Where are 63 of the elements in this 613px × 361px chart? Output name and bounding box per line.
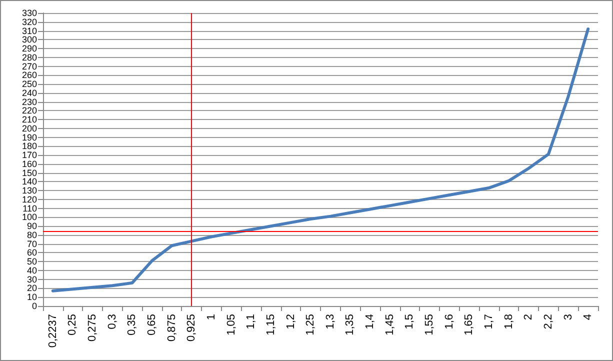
x-tick-label: 1,15 <box>264 314 277 336</box>
x-tick-label: 4 <box>582 314 594 320</box>
x-tick-label: 1,4 <box>364 314 376 330</box>
x-tick-label: 0,35 <box>126 314 138 336</box>
y-tick-label: 20 <box>26 283 37 294</box>
x-tick-label: 0,2237 <box>46 314 59 348</box>
y-tick-label: 280 <box>22 52 37 62</box>
y-tick-label: 30 <box>26 274 37 284</box>
y-tick-label: 190 <box>22 132 37 142</box>
x-tick-label: 1,2 <box>284 314 297 330</box>
y-tick-label: 80 <box>26 230 37 240</box>
x-tick-label: 1,8 <box>502 314 515 330</box>
x-tick-label: 0,275 <box>86 314 99 342</box>
y-tick-label: 10 <box>26 292 37 302</box>
x-tick-label: 1,65 <box>463 314 476 336</box>
y-tick-label: 250 <box>22 79 37 90</box>
y-tick-label: 150 <box>22 168 37 178</box>
y-tick-label: 60 <box>26 248 37 258</box>
x-tick-label: 0,25 <box>66 314 79 336</box>
x-tick-label: 1,7 <box>482 314 495 330</box>
x-tick-label: 1,1 <box>245 314 258 330</box>
x-tick-label: 1,25 <box>304 314 317 336</box>
y-tick-label: 230 <box>22 96 37 107</box>
x-tick-label: 0,3 <box>106 314 118 330</box>
x-tick-label: 1,35 <box>344 314 356 336</box>
y-tick-label: 50 <box>26 256 37 267</box>
y-tick-label: 240 <box>22 88 37 98</box>
x-tick-label: 0,875 <box>166 314 178 342</box>
x-tick-label: 0,65 <box>146 314 158 336</box>
x-tick-label: 2 <box>522 314 535 320</box>
y-tick-label: 200 <box>22 123 37 134</box>
x-tick-label: 1,05 <box>225 314 238 336</box>
y-tick-label: 290 <box>22 44 37 54</box>
y-tick-label: 330 <box>22 8 37 18</box>
x-tick-label: 1,3 <box>324 314 336 330</box>
y-tick-label: 270 <box>22 61 37 72</box>
y-tick-label: 260 <box>22 70 37 80</box>
y-tick-label: 100 <box>22 212 37 222</box>
y-tick-label: 140 <box>22 176 37 187</box>
y-tick-label: 90 <box>26 221 37 232</box>
y-tick-label: 210 <box>22 114 37 125</box>
y-tick-label: 0 <box>32 301 37 311</box>
y-tick-label: 300 <box>22 34 37 45</box>
x-tick-label: 1,45 <box>384 314 396 336</box>
y-tick-label: 180 <box>22 141 37 152</box>
y-tick-label: 130 <box>22 186 37 196</box>
x-tick-label: 3 <box>562 314 574 320</box>
y-tick-label: 110 <box>22 203 37 214</box>
x-tick-label: 1,6 <box>443 314 456 330</box>
x-tick-label: 2,2 <box>542 314 554 330</box>
x-tick-label: 1,5 <box>404 314 416 330</box>
y-tick-label: 170 <box>22 150 37 160</box>
y-tick-label: 320 <box>22 16 37 27</box>
x-tick-label: 1,55 <box>424 314 436 336</box>
y-tick-label: 220 <box>22 106 37 116</box>
y-tick-label: 120 <box>22 194 37 204</box>
y-tick-label: 160 <box>22 158 37 169</box>
x-tick-label: 0,925 <box>186 314 198 342</box>
y-tick-label: 310 <box>22 26 37 36</box>
y-tick-label: 70 <box>26 238 37 249</box>
line-series <box>51 27 590 292</box>
x-tick-label: 1 <box>205 314 218 320</box>
y-tick-label: 40 <box>26 265 37 276</box>
